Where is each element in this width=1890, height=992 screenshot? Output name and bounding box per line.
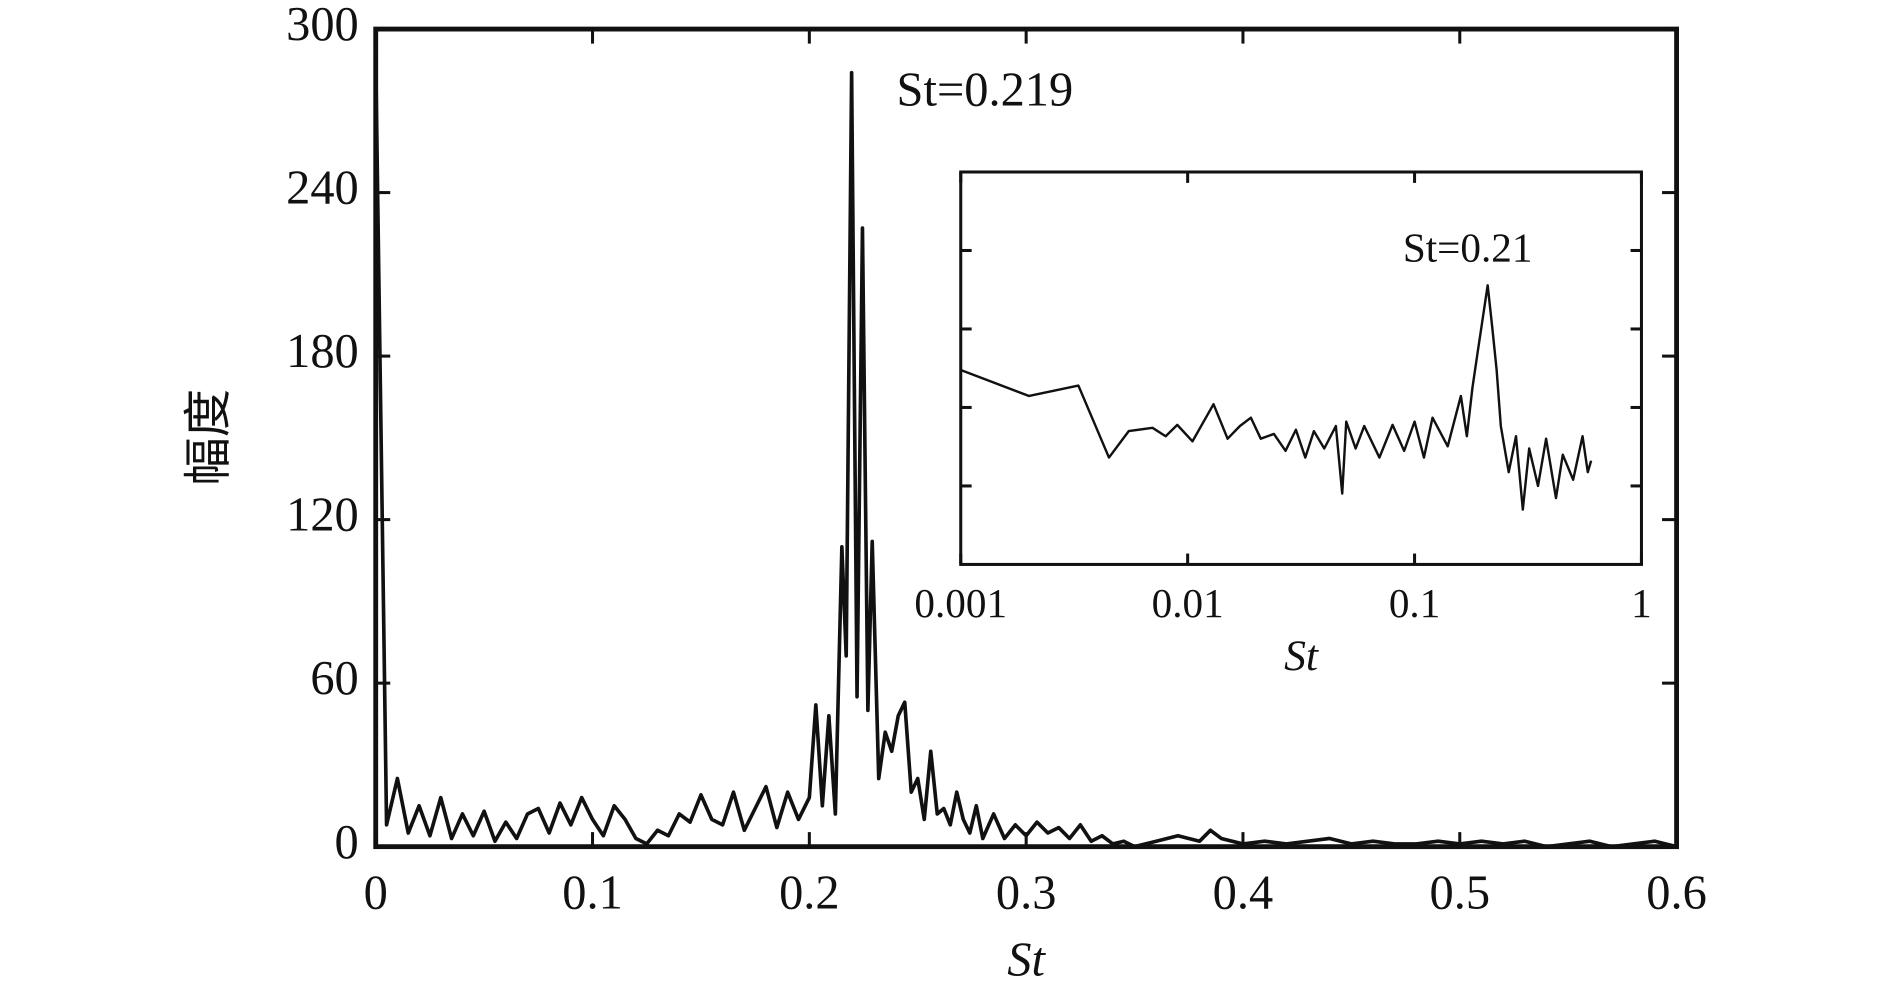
x-tick-label: 0.5 xyxy=(1430,867,1491,920)
y-tick-label: 120 xyxy=(286,489,359,542)
x-tick-label: 0.6 xyxy=(1646,867,1707,920)
y-axis-label: 幅度 xyxy=(183,389,236,486)
inset-annotation: St=0.21 xyxy=(1403,224,1533,270)
y-tick-label: 240 xyxy=(286,162,359,215)
x-tick-label: 0.2 xyxy=(779,867,840,920)
y-tick-label: 0 xyxy=(335,816,359,869)
x-tick-label: 0.001 xyxy=(914,580,1007,626)
inset-x-axis-label: St xyxy=(1284,632,1319,680)
data-line xyxy=(960,284,1593,511)
y-tick-label: 300 xyxy=(286,0,359,51)
x-tick-label: 0.01 xyxy=(1152,580,1224,626)
x-tick-label: 0.1 xyxy=(1389,580,1440,626)
plot-frame xyxy=(373,26,1680,850)
data-line xyxy=(373,56,1678,849)
inset-frame xyxy=(959,170,1643,566)
annotation: St=0.219 xyxy=(897,64,1074,117)
x-axis-label: St xyxy=(1007,933,1046,986)
y-tick-label: 180 xyxy=(286,325,359,378)
x-tick-label: 0.3 xyxy=(996,867,1057,920)
x-tick-label: 1 xyxy=(1631,580,1652,626)
y-tick-label: 60 xyxy=(310,652,358,705)
x-tick-label: 0 xyxy=(364,867,388,920)
x-tick-label: 0.4 xyxy=(1213,867,1274,920)
x-tick-label: 0.1 xyxy=(562,867,623,920)
